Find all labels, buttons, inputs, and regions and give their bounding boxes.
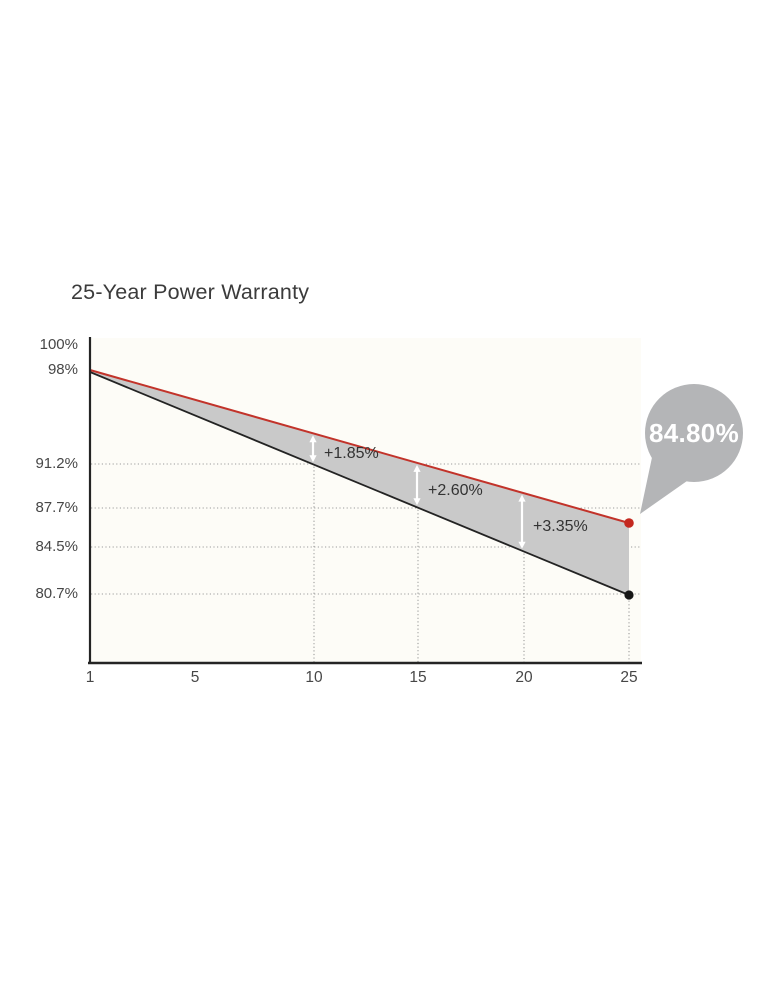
x-axis-tick-label: 20 [515,669,533,686]
chart-title: 25-Year Power Warranty [71,280,310,304]
x-axis-tick-label: 25 [620,669,638,686]
y-axis-tick-label: 100% [39,336,78,353]
enhanced-endpoint-dot [624,518,634,528]
y-axis-tick-label: 91.2% [35,455,78,472]
gap-arrow-head-up [309,435,317,443]
x-axis-tick-label: 15 [409,669,427,686]
gap-annotation-label: +1.85% [324,445,379,463]
callout-bubble [645,384,743,482]
x-axis-tick-label: 1 [85,669,95,686]
enhanced-warranty-line [89,369,630,524]
gap-annotation-label: +3.35% [533,518,588,536]
y-axis-tick-label: 87.7% [35,499,78,516]
callout-bubble-tail [640,448,687,514]
y-axis-tick-label: 98% [47,361,78,378]
gap-arrow-head-down [309,455,317,463]
y-axis-tick-label: 84.5% [35,538,78,555]
standard-warranty-line [89,371,630,596]
standard-endpoint-dot [624,590,634,600]
gap-arrow-head-down [413,498,421,506]
plot-background [91,338,641,662]
gap-arrow-head-down [518,541,526,549]
gap-arrow-head-up [518,494,526,502]
callout-value-label: 84.80% [649,418,739,448]
gap-annotation-label: +2.60% [428,481,483,499]
x-axis-tick-label: 5 [190,669,200,686]
x-axis-tick-label: 10 [305,669,323,686]
gap-arrow-head-up [413,464,421,472]
y-axis-tick-label: 80.7% [35,585,78,602]
